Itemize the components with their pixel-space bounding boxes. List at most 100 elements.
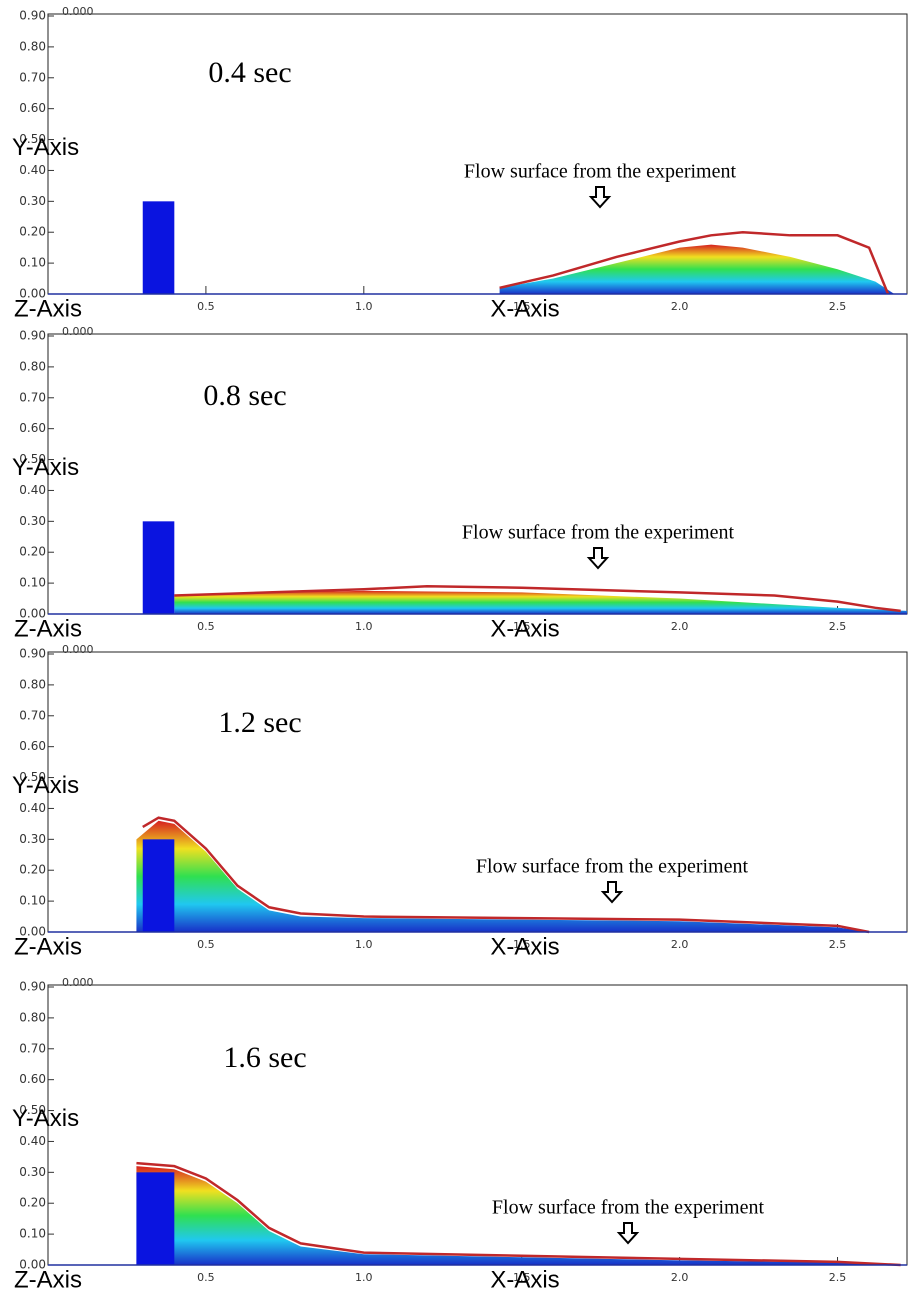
x-tick-label: 1.5 — [513, 938, 531, 951]
y-tick-label: 0.50 — [19, 770, 46, 784]
y-axis-label: Y-Axis — [12, 134, 79, 161]
annotation: Flow surface from the experiment — [464, 161, 737, 183]
y-tick-label: 0.20 — [19, 225, 46, 239]
plot-frame — [47, 333, 908, 615]
x-axis-label: X-Axis — [490, 615, 559, 642]
y-tick-label: 0.00 — [19, 287, 46, 301]
time-label: 0.000 — [62, 325, 94, 338]
y-axis-label: Y-Axis — [12, 772, 79, 799]
y-tick-label: 0.90 — [19, 980, 46, 994]
y-tick-label: 0.70 — [19, 1041, 46, 1055]
y-tick-label: 0.10 — [19, 894, 46, 908]
y-tick-label: 0.80 — [19, 1010, 46, 1024]
experiment-line — [136, 1161, 901, 1267]
annotation-arrow — [600, 881, 624, 904]
y-tick-label: 0.00 — [19, 607, 46, 621]
y-tick-label: 0.50 — [19, 132, 46, 146]
time-label: 0.000 — [62, 5, 94, 18]
time-label: 0.000 — [62, 643, 94, 656]
chart-title: 1.6 sec — [223, 1041, 306, 1074]
z-axis-label: Z-Axis — [14, 1266, 82, 1293]
y-tick-label: 0.40 — [19, 483, 46, 497]
y-tick-label: 0.80 — [19, 359, 46, 373]
annotation: Flow surface from the experiment — [462, 522, 735, 544]
z-axis-label: Z-Axis — [14, 295, 82, 322]
y-tick-label: 0.20 — [19, 863, 46, 877]
y-tick-label: 0.60 — [19, 739, 46, 753]
x-tick-label: 1.0 — [355, 938, 373, 951]
x-tick-label: 0.5 — [197, 300, 215, 313]
y-tick-label: 0.60 — [19, 101, 46, 115]
x-tick-label: 0.5 — [197, 620, 215, 633]
annotation-arrow — [616, 1222, 640, 1245]
y-tick-label: 0.50 — [19, 452, 46, 466]
x-tick-label: 2.0 — [671, 938, 689, 951]
x-tick-label: 2.0 — [671, 620, 689, 633]
y-tick-label: 0.90 — [19, 647, 46, 661]
obstacle — [142, 201, 175, 294]
x-tick-label: 2.0 — [671, 1271, 689, 1284]
obstacle — [142, 521, 175, 614]
y-tick-label: 0.40 — [19, 163, 46, 177]
y-tick-label: 0.30 — [19, 1165, 46, 1179]
x-tick-label: 1.0 — [355, 300, 373, 313]
simulation-area — [174, 590, 907, 614]
y-tick-label: 0.30 — [19, 514, 46, 528]
simulation-area — [136, 1166, 901, 1265]
x-tick-label: 2.5 — [829, 1271, 847, 1284]
y-tick-label: 0.00 — [19, 1258, 46, 1272]
x-axis-label: X-Axis — [490, 295, 559, 322]
x-tick-label: 0.5 — [197, 1271, 215, 1284]
y-axis-label: Y-Axis — [12, 454, 79, 481]
x-tick-label: 1.5 — [513, 300, 531, 313]
experiment-line — [174, 584, 901, 613]
y-tick-label: 0.40 — [19, 1134, 46, 1148]
y-tick-label: 0.20 — [19, 545, 46, 559]
y-tick-label: 0.90 — [19, 329, 46, 343]
x-tick-label: 0.5 — [197, 938, 215, 951]
x-tick-label: 2.5 — [829, 620, 847, 633]
z-axis-label: Z-Axis — [14, 933, 82, 960]
simulation-area — [136, 820, 870, 932]
y-tick-label: 0.30 — [19, 194, 46, 208]
annotation-arrow — [588, 186, 612, 209]
y-tick-label: 0.10 — [19, 1227, 46, 1241]
x-tick-label: 1.5 — [513, 620, 531, 633]
y-tick-label: 0.00 — [19, 925, 46, 939]
y-tick-label: 0.60 — [19, 421, 46, 435]
z-axis-label: Z-Axis — [14, 615, 82, 642]
x-tick-label: 1.0 — [355, 1271, 373, 1284]
experiment-line — [499, 230, 890, 295]
x-tick-label: 2.5 — [829, 938, 847, 951]
y-axis-label: Y-Axis — [12, 1105, 79, 1132]
x-tick-label: 2.5 — [829, 300, 847, 313]
experiment-line — [142, 816, 870, 934]
y-tick-label: 0.50 — [19, 1103, 46, 1117]
time-label: 0.000 — [62, 976, 94, 989]
y-tick-label: 0.10 — [19, 576, 46, 590]
y-tick-label: 0.70 — [19, 70, 46, 84]
y-tick-label: 0.60 — [19, 1072, 46, 1086]
obstacle — [136, 1172, 175, 1265]
x-axis-label: X-Axis — [490, 1266, 559, 1293]
annotation: Flow surface from the experiment — [492, 1197, 765, 1219]
chart-title: 0.4 sec — [208, 56, 291, 89]
annotation: Flow surface from the experiment — [476, 856, 749, 878]
y-tick-label: 0.40 — [19, 801, 46, 815]
y-tick-label: 0.10 — [19, 256, 46, 270]
y-tick-label: 0.70 — [19, 708, 46, 722]
annotation-arrow — [586, 547, 610, 570]
chart-title: 1.2 sec — [218, 706, 301, 739]
x-tick-label: 2.0 — [671, 300, 689, 313]
y-tick-label: 0.70 — [19, 390, 46, 404]
x-axis-label: X-Axis — [490, 933, 559, 960]
y-tick-label: 0.20 — [19, 1196, 46, 1210]
chart-title: 0.8 sec — [203, 379, 286, 412]
y-tick-label: 0.30 — [19, 832, 46, 846]
x-tick-label: 1.0 — [355, 620, 373, 633]
x-tick-label: 1.5 — [513, 1271, 531, 1284]
plot-frame — [47, 13, 908, 295]
y-tick-label: 0.80 — [19, 677, 46, 691]
